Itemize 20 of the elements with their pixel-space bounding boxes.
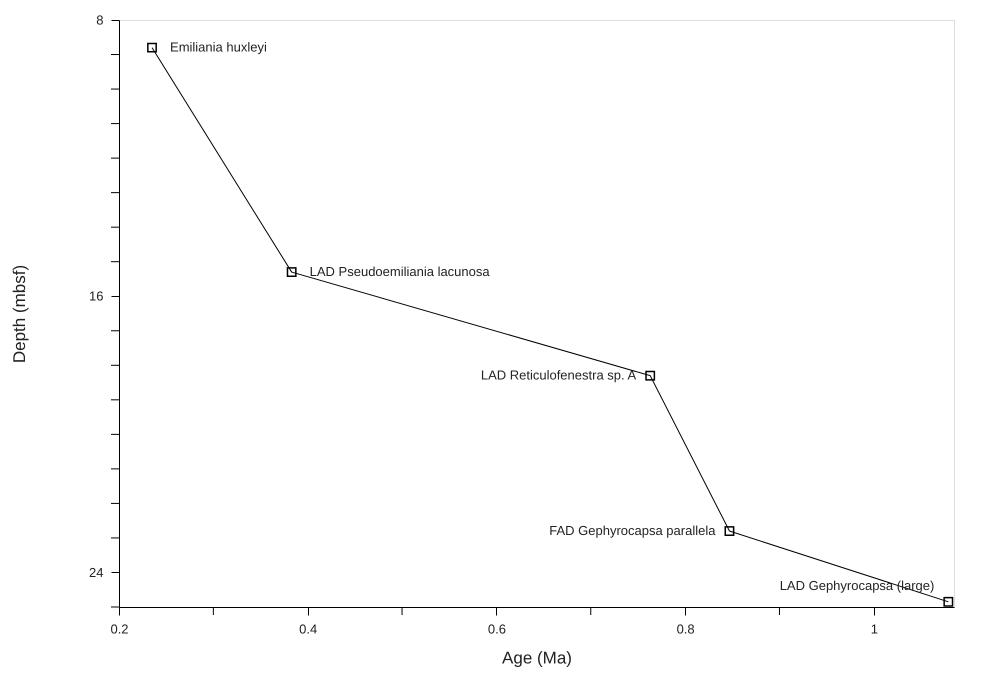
x-tick-label: 0.2 <box>110 622 129 636</box>
y-tick-label: 8 <box>96 12 104 28</box>
annotation: LAD Pseudoemiliania lacunosa <box>310 264 490 280</box>
x-tick-label: 1 <box>870 622 878 636</box>
annotation: LAD Reticulofenestra sp. A <box>480 368 637 383</box>
point <box>645 370 656 381</box>
annotation: Emiliania huxleyi <box>170 40 267 55</box>
x-tick-label: 0.8 <box>676 622 695 636</box>
x-tick-label: 0.6 <box>488 622 506 636</box>
point <box>286 267 297 277</box>
point <box>724 526 734 536</box>
point <box>147 42 157 53</box>
point <box>943 596 954 607</box>
x-tick-label: 0.4 <box>299 622 318 636</box>
y-tick-label: 24 <box>89 564 104 580</box>
annotation: FAD Gephyrocapsa parallela <box>549 523 716 538</box>
x-axis-title: Age (Ma) <box>502 648 572 668</box>
annotation: LAD Gephyrocapsa (large) <box>780 578 934 593</box>
y-axis-title: Depth (mbsf) <box>10 264 30 364</box>
y-tick-label: 16 <box>89 288 104 304</box>
